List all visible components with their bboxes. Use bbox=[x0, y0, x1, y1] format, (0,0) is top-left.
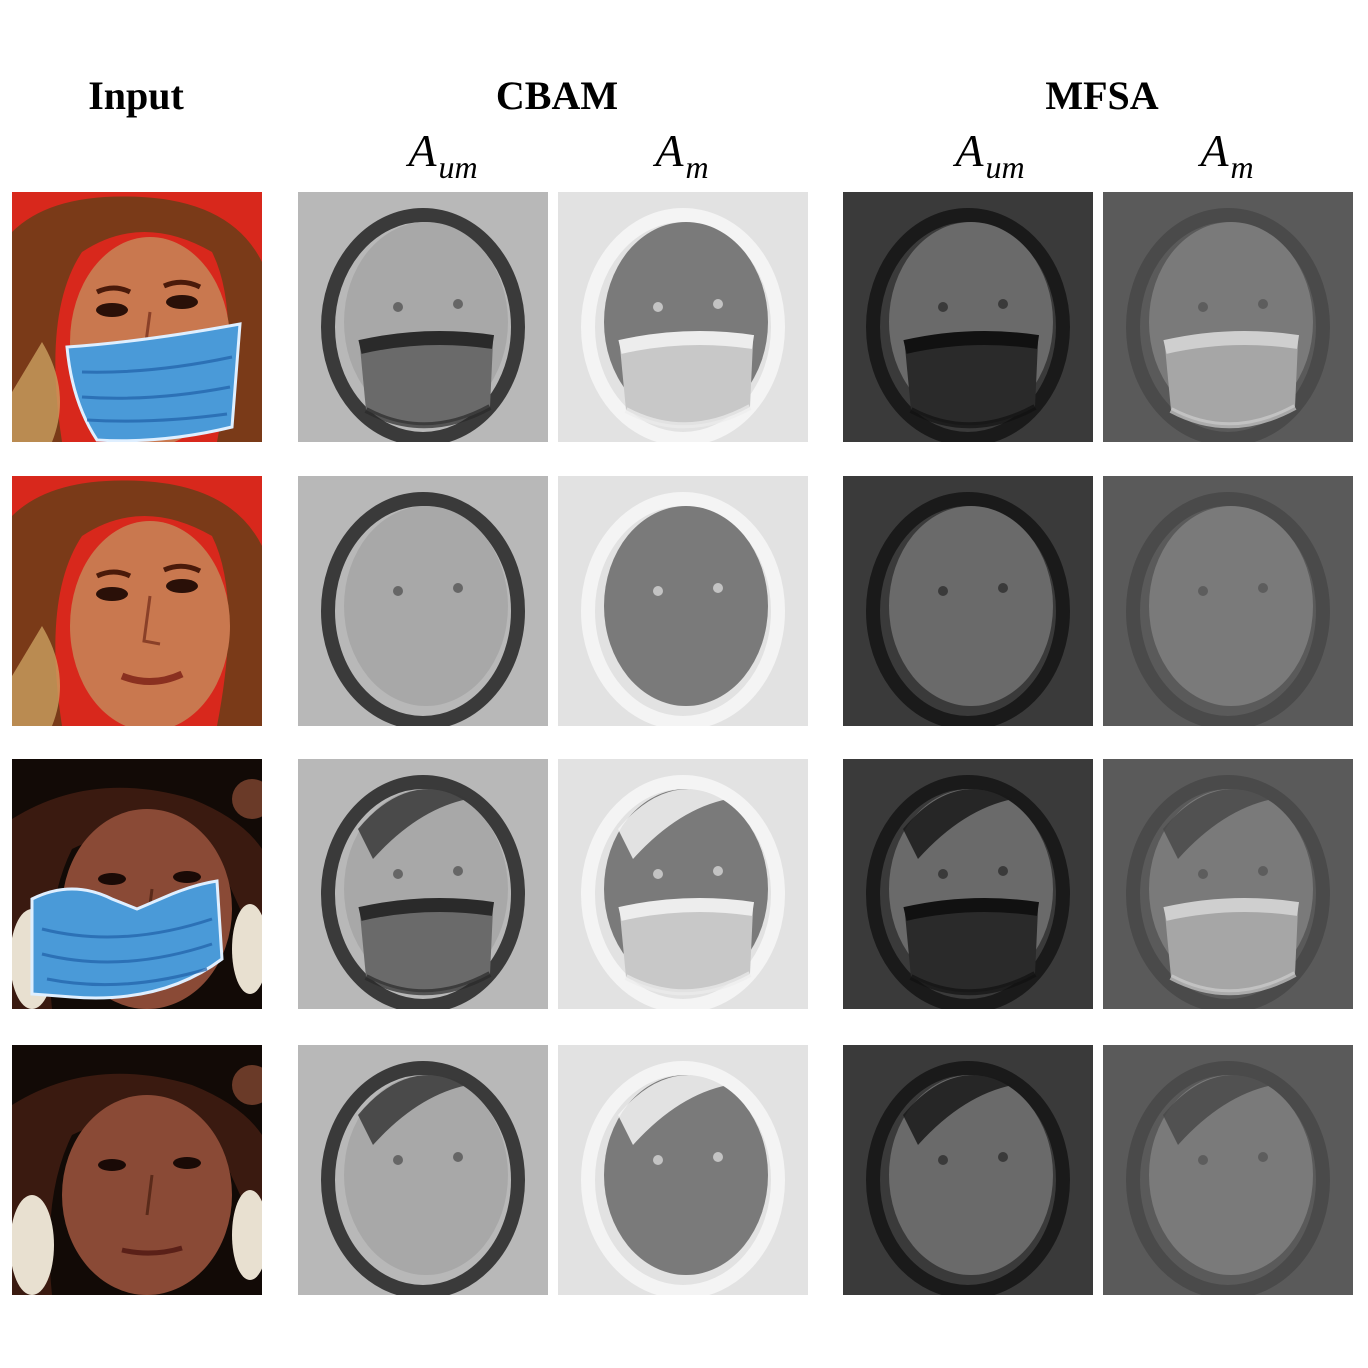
cbam-aum-subheader: Aum bbox=[408, 125, 478, 185]
row-3-mfsa-am-map bbox=[1103, 759, 1353, 1009]
row-1-mfsa-am-map bbox=[1103, 192, 1353, 442]
row-3-input-photo bbox=[12, 759, 262, 1009]
row-1-cbam-aum-map bbox=[298, 192, 548, 442]
row-4-mfsa-aum-map bbox=[843, 1045, 1093, 1295]
row-2-mfsa-aum-map bbox=[843, 476, 1093, 726]
row-3-mfsa-aum-map bbox=[843, 759, 1093, 1009]
row-1-input-photo bbox=[12, 192, 262, 442]
row-2-cbam-aum-map bbox=[298, 476, 548, 726]
row-4-cbam-am-map bbox=[558, 1045, 808, 1295]
row-4-mfsa-am-map bbox=[1103, 1045, 1353, 1295]
row-3-cbam-am-map bbox=[558, 759, 808, 1009]
input-column-header: Input bbox=[88, 73, 184, 118]
row-4-cbam-aum-map bbox=[298, 1045, 548, 1295]
row-2-mfsa-am-map bbox=[1103, 476, 1353, 726]
row-2-input-photo bbox=[12, 476, 262, 726]
row-3-cbam-aum-map bbox=[298, 759, 548, 1009]
mfsa-am-subheader: Am bbox=[1200, 125, 1254, 185]
row-1-cbam-am-map bbox=[558, 192, 808, 442]
mfsa-aum-subheader: Aum bbox=[955, 125, 1025, 185]
cbam-column-header: CBAM bbox=[495, 73, 619, 118]
cbam-am-subheader: Am bbox=[655, 125, 709, 185]
row-1-mfsa-aum-map bbox=[843, 192, 1093, 442]
row-4-input-photo bbox=[12, 1045, 262, 1295]
row-2-cbam-am-map bbox=[558, 476, 808, 726]
mfsa-column-header: MFSA bbox=[1045, 73, 1159, 118]
